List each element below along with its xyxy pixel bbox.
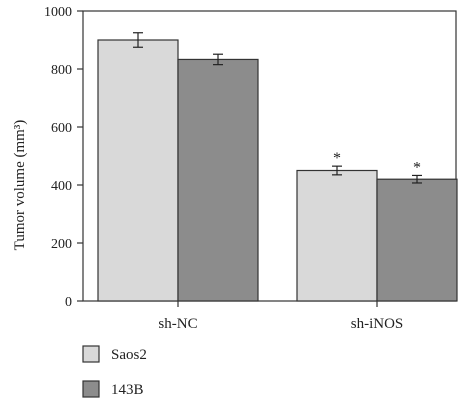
legend-label: 143B [111, 382, 144, 398]
y-axis-label: Tumor volume (mm³) [12, 120, 28, 251]
legend-swatch [82, 345, 100, 363]
plot-frame [82, 10, 457, 302]
bar [177, 58, 259, 302]
legend-swatch [82, 380, 100, 398]
significance-marker: * [333, 150, 341, 167]
legend: Saos2 143B [82, 345, 147, 398]
x-tick-label: sh-NC [158, 316, 197, 332]
y-tick-label: 0 [65, 295, 72, 310]
bars-layer: ** [97, 32, 458, 302]
y-tick-label: 600 [51, 121, 72, 136]
bar [296, 169, 378, 302]
y-tick-label: 1000 [44, 5, 72, 20]
bar [97, 39, 179, 302]
legend-label: Saos2 [111, 347, 147, 363]
y-tick-label: 800 [51, 63, 72, 78]
bar [376, 178, 458, 302]
y-tick-label: 400 [51, 179, 72, 194]
x-tick-label: sh-iNOS [351, 316, 404, 332]
significance-marker: * [413, 159, 421, 176]
axes: 0 200 400 600 800 1000 sh-NC sh-iNOS [44, 5, 457, 332]
y-tick-label: 200 [51, 237, 72, 252]
